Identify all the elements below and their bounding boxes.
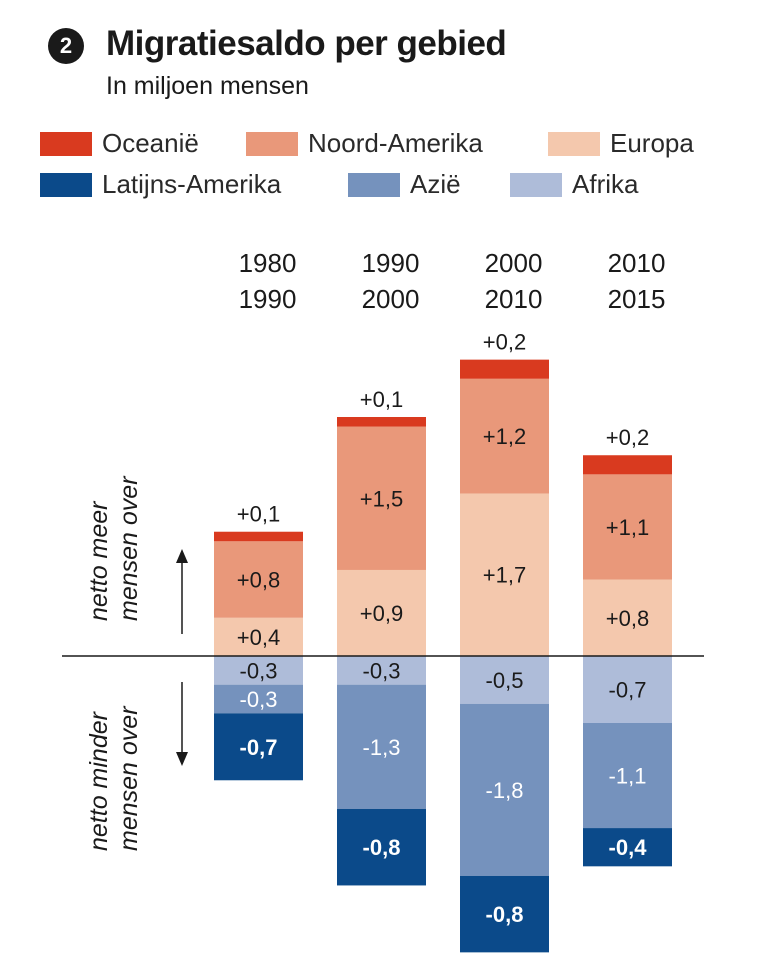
chart-number-badge: 2: [48, 28, 84, 64]
legend-label-europa: Europa: [610, 128, 694, 158]
down-annotation-line2: mensen over: [115, 705, 143, 851]
bar-2010-2015-afrika: [583, 656, 672, 723]
period-label-1990-2000-line1: 1990: [362, 248, 420, 278]
legend-label-azie: Azië: [410, 169, 461, 199]
bar-1990-2000-afrika: [337, 656, 426, 685]
period-labels-layer: 1980 1990 1990 2000 2000 2010 2010 2015: [239, 248, 666, 314]
bar-1990-2000-latijns-amerika: [337, 808, 426, 886]
legend-swatch-oceanie: [40, 132, 92, 156]
bar-1990-2000-noord-amerika: [337, 426, 426, 570]
up-annotation-line1: netto meer: [85, 500, 113, 621]
legend-swatch-noord-amerika: [246, 132, 298, 156]
bar-2010-2015-europa: [583, 579, 672, 656]
bar-2000-2010-noord-amerika: [460, 378, 549, 494]
value-label-1980-1990-azie: -0,3: [240, 687, 278, 712]
bar-1990-2000-oceanie: [337, 417, 426, 427]
bar-1980-1990-oceanie: [214, 531, 303, 542]
bar-2010-2015-latijns-amerika: [583, 828, 672, 867]
value-label-1990-2000-europa: +0,9: [360, 601, 403, 626]
down-arrow-icon: [176, 752, 188, 766]
bar-1980-1990-latijns-amerika: [214, 713, 303, 781]
value-label-2010-2015-azie: -1,1: [609, 764, 647, 789]
bar-1980-1990-afrika: [214, 656, 303, 685]
value-label-1980-1990-oceanie: +0,1: [237, 502, 280, 527]
value-label-1980-1990-afrika: -0,3: [240, 658, 278, 683]
chart-subtitle: In miljoen mensen: [106, 72, 309, 100]
legend-label-latijns-amerika: Latijns-Amerika: [102, 169, 282, 199]
value-label-2010-2015-afrika: -0,7: [609, 677, 647, 702]
bar-1980-1990-azie: [214, 684, 303, 714]
value-label-2000-2010-noord-amerika: +1,2: [483, 424, 526, 449]
legend-swatch-azie: [348, 173, 400, 197]
value-label-1980-1990-europa: +0,4: [237, 625, 280, 650]
down-arrow: [176, 682, 188, 766]
value-label-2010-2015-europa: +0,8: [606, 606, 649, 631]
period-label-1980-1990-line1: 1980: [239, 248, 297, 278]
labels-layer: +0,4 +0,8 +0,1 -0,3 -0,3 -0,7 +0,9 +1,5 +0,1 -0,3…: [237, 330, 649, 927]
period-label-2000-2010-line1: 2000: [485, 248, 543, 278]
value-label-1980-1990-latijns-amerika: -0,7: [240, 735, 278, 760]
value-label-1990-2000-noord-amerika: +1,5: [360, 486, 403, 511]
value-label-2010-2015-oceanie: +0,2: [606, 425, 649, 450]
up-arrow-icon: [176, 549, 188, 563]
value-label-1990-2000-oceanie: +0,1: [360, 387, 403, 412]
bar-2010-2015-noord-amerika: [583, 474, 672, 580]
value-label-1990-2000-latijns-amerika: -0,8: [363, 835, 401, 860]
bar-2000-2010-azie: [460, 703, 549, 876]
legend-swatch-latijns-amerika: [40, 173, 92, 197]
value-label-1980-1990-noord-amerika: +0,8: [237, 568, 280, 593]
down-annotation-line1: netto minder: [85, 710, 113, 851]
value-label-2010-2015-noord-amerika: +1,1: [606, 515, 649, 540]
value-label-2000-2010-europa: +1,7: [483, 563, 526, 588]
value-label-2010-2015-latijns-amerika: -0,4: [609, 835, 648, 860]
value-label-2000-2010-afrika: -0,5: [486, 668, 524, 693]
bar-2010-2015-oceanie: [583, 455, 672, 475]
value-label-2000-2010-latijns-amerika: -0,8: [486, 902, 524, 927]
value-label-2000-2010-azie: -1,8: [486, 778, 524, 803]
bars-layer: [214, 359, 672, 953]
bar-1990-2000-europa: [337, 569, 426, 656]
period-label-2010-2015-line1: 2010: [608, 248, 666, 278]
bar-2000-2010-europa: [460, 493, 549, 656]
period-label-1990-2000-line2: 2000: [362, 284, 420, 314]
legend-label-afrika: Afrika: [572, 169, 639, 199]
legend-swatch-europa: [548, 132, 600, 156]
value-label-1990-2000-afrika: -0,3: [363, 658, 401, 683]
bar-2000-2010-oceanie: [460, 359, 549, 379]
value-label-1990-2000-azie: -1,3: [363, 735, 401, 760]
bar-1980-1990-europa: [214, 617, 303, 656]
bar-2000-2010-afrika: [460, 656, 549, 704]
bar-1990-2000-azie: [337, 684, 426, 809]
period-label-2000-2010-line2: 2010: [485, 284, 543, 314]
value-label-2000-2010-oceanie: +0,2: [483, 330, 526, 355]
bar-2010-2015-azie: [583, 722, 672, 829]
bar-1980-1990-noord-amerika: [214, 541, 303, 618]
up-arrow: [176, 549, 188, 634]
period-label-1980-1990-line2: 1990: [239, 284, 297, 314]
chart-title: Migratiesaldo per gebied: [106, 24, 507, 63]
legend-label-oceanie: Oceanië: [102, 128, 199, 158]
legend-label-noord-amerika: Noord-Amerika: [308, 128, 483, 158]
up-annotation-line2: mensen over: [115, 475, 143, 621]
period-label-2010-2015-line2: 2015: [608, 284, 666, 314]
legend-swatch-afrika: [510, 173, 562, 197]
bar-2000-2010-latijns-amerika: [460, 875, 549, 953]
